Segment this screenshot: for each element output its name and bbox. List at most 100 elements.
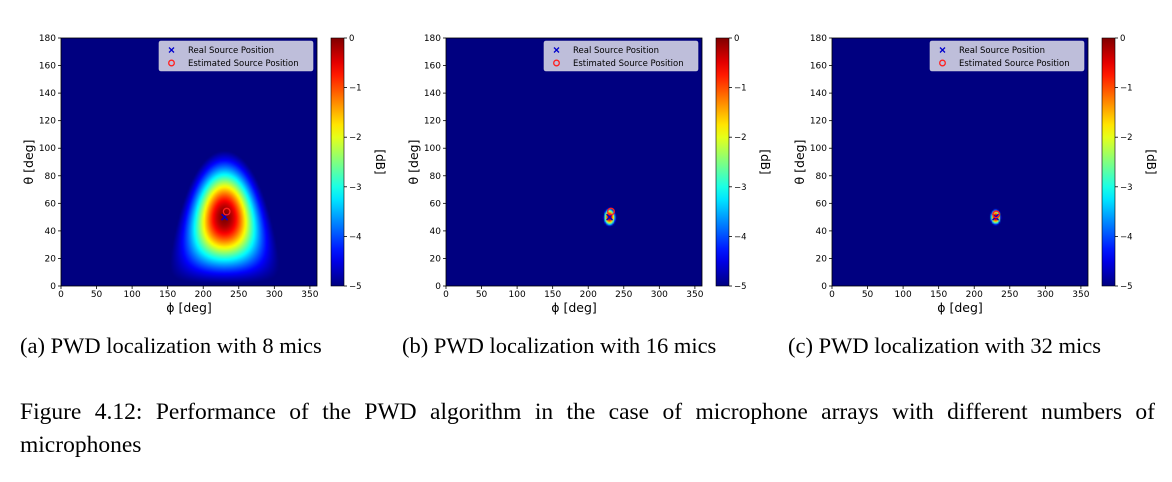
y-tick-label: 140 [424, 89, 441, 99]
x-tick-label: 50 [91, 290, 103, 300]
x-tick-label: 100 [509, 290, 526, 300]
y-tick-label: 180 [810, 34, 827, 44]
y-tick-label: 100 [39, 144, 56, 154]
y-tick-label: 20 [816, 254, 828, 264]
y-tick-label: 120 [39, 117, 56, 127]
y-tick-label: 80 [45, 172, 57, 182]
legend-box [158, 40, 314, 72]
y-tick-label: 100 [424, 144, 441, 154]
legend-estimated-marker [553, 59, 560, 67]
subplot-c: 0 50 100 150 200 250 300 350 0 20 40 60 80 100 120 140 1… [792, 34, 1158, 315]
plot-frame [831, 37, 1089, 287]
y-tick-label: 180 [424, 34, 441, 44]
heatmap-image [61, 38, 317, 286]
x-tick-label: 250 [1001, 290, 1018, 300]
colorbar-tick-label: −3 [1120, 183, 1133, 193]
subplot-a-caption: (a) PWD localization with 8 mics [20, 333, 322, 358]
legend-estimated-marker [939, 59, 946, 67]
x-tick-label: 150 [544, 290, 561, 300]
x-tick-label: 0 [829, 290, 835, 300]
y-tick-label: 60 [816, 199, 828, 209]
estimated-source-marker [992, 210, 1001, 219]
y-tick-label: 100 [810, 144, 827, 154]
x-tick-label: 0 [443, 290, 449, 300]
colorbar-tick-label: −5 [349, 282, 362, 292]
colorbar-tick-label: −5 [734, 282, 747, 292]
subplot-c-caption: (c) PWD localization with 32 mics [788, 333, 1102, 358]
y-tick-label: 0 [50, 282, 56, 292]
colorbar-label: [dB] [1144, 149, 1158, 174]
x-tick-label: 300 [266, 290, 283, 300]
colorbar-tick-label: −2 [1120, 133, 1133, 143]
y-tick-label: 120 [810, 117, 827, 127]
y-tick-label: 40 [816, 227, 828, 237]
legend-estimated-label: Estimated Source Position [573, 59, 684, 69]
plot-frame [445, 37, 703, 287]
plot-frame [60, 37, 318, 287]
legend-estimated-label: Estimated Source Position [188, 59, 299, 69]
y-tick-label: 140 [39, 89, 56, 99]
x-tick-label: 200 [966, 290, 983, 300]
x-tick-label: 100 [895, 290, 912, 300]
x-tick-label: 250 [615, 290, 632, 300]
colorbar-tick-label: −3 [734, 183, 747, 193]
legend-box [929, 40, 1085, 72]
x-tick-label: 200 [580, 290, 597, 300]
x-tick-label: 350 [1072, 290, 1089, 300]
x-axis-label: ϕ [deg] [166, 300, 212, 315]
estimated-source-marker [222, 207, 231, 216]
colorbar-tick-label: −5 [1120, 282, 1133, 292]
colorbar [715, 37, 730, 287]
x-tick-label: 50 [476, 290, 488, 300]
legend-real-label: Real Source Position [573, 46, 659, 56]
legend-real-label: Real Source Position [188, 46, 274, 56]
legend-estimated-label: Estimated Source Position [959, 59, 1070, 69]
y-tick-label: 120 [424, 117, 441, 127]
colorbar-tick-label: 0 [734, 34, 739, 44]
colorbar-tick-label: −1 [1120, 84, 1133, 94]
colorbar-tick-label: −4 [734, 232, 747, 242]
y-tick-label: 20 [430, 254, 442, 264]
subplot-b: 0 50 100 150 200 250 300 350 0 20 40 60 80 100 120 140 1… [406, 34, 772, 315]
legend-real-marker [553, 47, 560, 53]
y-tick-label: 80 [816, 172, 828, 182]
legend-real-label: Real Source Position [959, 46, 1045, 56]
colorbar [330, 37, 345, 287]
colorbar-tick-label: −4 [349, 232, 362, 242]
x-tick-label: 300 [651, 290, 668, 300]
x-tick-label: 300 [1037, 290, 1054, 300]
heatmap-image [832, 38, 1088, 286]
legend-box [543, 40, 699, 72]
colorbar-tick-label: −2 [349, 133, 362, 143]
x-axis-label: ϕ [deg] [551, 300, 597, 315]
y-tick-label: 160 [424, 62, 441, 72]
subplot-b-caption: (b) PWD localization with 16 mics [402, 333, 717, 358]
legend-real-marker [939, 47, 946, 53]
y-axis-label: θ [deg] [406, 140, 421, 185]
y-tick-label: 0 [821, 282, 827, 292]
y-tick-label: 0 [435, 282, 441, 292]
x-tick-label: 150 [159, 290, 176, 300]
y-tick-label: 20 [45, 254, 57, 264]
colorbar-tick-label: −3 [349, 183, 362, 193]
x-tick-label: 350 [686, 290, 703, 300]
colorbar-label: [dB] [758, 149, 772, 174]
y-tick-label: 40 [430, 227, 442, 237]
x-tick-label: 0 [58, 290, 64, 300]
y-tick-label: 160 [810, 62, 827, 72]
colorbar-tick-label: −1 [734, 84, 747, 94]
x-tick-label: 50 [862, 290, 874, 300]
y-tick-label: 60 [430, 199, 442, 209]
x-axis-label: ϕ [deg] [937, 300, 983, 315]
y-tick-label: 60 [45, 199, 57, 209]
colorbar [1101, 37, 1116, 287]
colorbar-tick-label: −1 [349, 84, 362, 94]
y-tick-label: 80 [430, 172, 442, 182]
x-tick-label: 100 [124, 290, 141, 300]
x-tick-label: 250 [230, 290, 247, 300]
y-tick-label: 40 [45, 227, 57, 237]
x-tick-label: 200 [195, 290, 212, 300]
legend-estimated-marker [168, 59, 175, 67]
heatmap-image [446, 38, 702, 286]
y-tick-label: 140 [810, 89, 827, 99]
